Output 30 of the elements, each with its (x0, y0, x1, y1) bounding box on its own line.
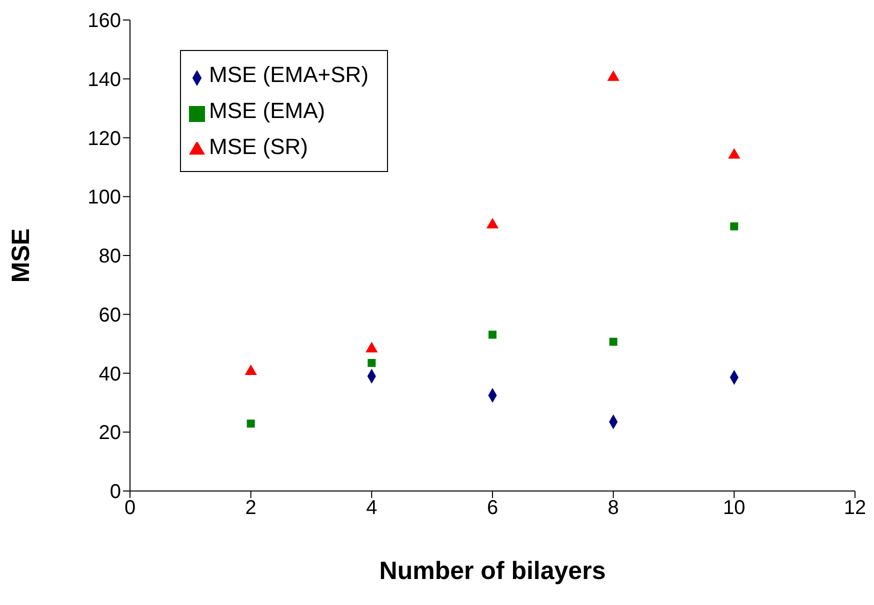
point (609, 338, 618, 346)
x-tick-label: 6 (486, 497, 498, 520)
y-tick-label: 100 (88, 186, 121, 209)
y-axis-title: MSE (6, 228, 35, 283)
y-tick-label: 80 (98, 246, 121, 268)
x-tick-label: 2 (245, 497, 256, 520)
x-tick-label: 4 (366, 497, 378, 520)
x-tick-label: 12 (844, 497, 866, 520)
x-tick-label: 10 (723, 497, 746, 520)
legend-label: MSE (SR) (209, 134, 308, 159)
y-tick-label: 160 (88, 10, 121, 32)
x-tick-label: 8 (608, 497, 619, 520)
point (730, 222, 738, 230)
point (728, 148, 740, 159)
x-axis-title: Number of bilayers (379, 557, 606, 585)
point (366, 342, 378, 352)
point (607, 70, 620, 81)
y-tick-label: 120 (88, 128, 121, 150)
y-tick-label: 20 (98, 422, 121, 444)
point (486, 218, 499, 228)
point (368, 358, 376, 367)
legend-label: MSE (EMA+SR) (209, 62, 369, 87)
y-tick-label: 60 (98, 304, 121, 326)
y-tick-label: 0 (110, 481, 121, 504)
x-tick-label: 0 (124, 497, 136, 520)
point (246, 420, 255, 428)
point (488, 330, 496, 339)
legend-label: MSE (EMA) (209, 98, 326, 123)
y-tick-label: 40 (98, 363, 121, 386)
y-tick-label: 140 (88, 68, 121, 91)
